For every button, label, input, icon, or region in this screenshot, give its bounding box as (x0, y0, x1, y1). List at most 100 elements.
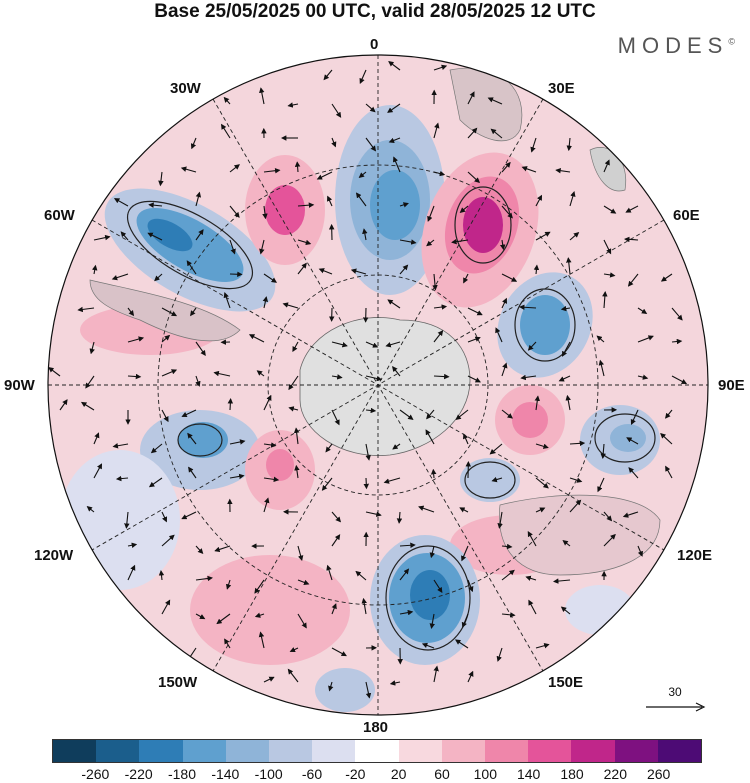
wind-arrow (297, 202, 315, 208)
wind-arrow (637, 374, 649, 380)
wind-arrow (596, 335, 605, 343)
wind-arrow (181, 511, 197, 520)
wind-arrow (558, 375, 571, 382)
wind-arrow (294, 464, 300, 479)
wind-arrow (527, 341, 537, 351)
wind-arrow (399, 568, 410, 581)
wind-arrow (671, 375, 688, 385)
wind-arrow (229, 239, 236, 255)
wind-arrow (534, 395, 541, 411)
wind-arrow (213, 370, 231, 377)
wind-arrow (297, 239, 312, 246)
wind-arrow (600, 443, 606, 459)
wind-arrow (399, 264, 409, 275)
wind-arrow (565, 394, 571, 411)
wind-arrow (161, 307, 178, 317)
wind-arrow (603, 159, 610, 173)
wind-arrow (535, 507, 546, 513)
brand-logo: MODES© (618, 33, 735, 59)
wind-arrow (501, 297, 507, 309)
wind-arrow (418, 505, 435, 513)
wind-arrow (127, 336, 145, 343)
wind-arrow (321, 477, 333, 491)
wind-arrow (195, 229, 204, 241)
wind-arrow (365, 511, 382, 517)
wind-arrow (566, 257, 572, 275)
colorbar-tick-label: 140 (516, 766, 541, 782)
wind-arrow (262, 296, 269, 309)
wind-arrow (161, 334, 171, 343)
wind-arrow (569, 231, 580, 241)
wind-arrow (455, 409, 469, 420)
wind-arrow (660, 273, 673, 282)
wind-arrow (365, 137, 377, 152)
colorbar-tick-label: -140 (211, 766, 240, 782)
wind-arrow (425, 429, 435, 445)
colorbar-tick-label: 180 (560, 766, 584, 782)
wind-arrow (124, 511, 130, 529)
lon-label-60w: 60W (44, 207, 75, 224)
wind-arrow (597, 477, 605, 493)
wind-arrow (433, 330, 444, 343)
wind-arrow (294, 161, 301, 173)
wind-arrow (93, 432, 100, 445)
lon-label-180: 180 (363, 719, 389, 736)
wind-arrow (569, 499, 582, 513)
wind-arrow (535, 231, 551, 241)
colorbar-tick-label: -260 (81, 766, 110, 782)
wind-arrow (383, 477, 401, 484)
wind-arrow (263, 476, 280, 483)
wind-arrow (467, 307, 483, 316)
wind-arrow (501, 205, 513, 219)
wind-arrow (229, 473, 245, 480)
wind-arrow (225, 579, 232, 590)
wind-arrow (113, 198, 129, 207)
colorbar-tick-label: 100 (473, 766, 498, 782)
colorbar-tick-label: 260 (646, 766, 671, 782)
wind-arrow (566, 137, 572, 152)
wind-arrow (331, 647, 347, 657)
wind-arrow (427, 205, 435, 222)
wind-arrow (115, 475, 129, 482)
map-border (47, 54, 709, 716)
wind-arrow (258, 631, 265, 649)
wind-arrow (365, 681, 372, 699)
lon-label-60e: 60E (673, 207, 700, 224)
wind-arrow (603, 272, 616, 278)
wind-arrow (148, 477, 163, 488)
wind-arrow (254, 612, 265, 618)
wind-arrow (195, 191, 202, 207)
wind-arrow (491, 476, 503, 483)
wind-arrow (433, 665, 439, 683)
wind-arrow (598, 359, 605, 377)
wind-arrow (293, 427, 300, 445)
colorbar-swatch (485, 740, 529, 762)
wind-arrow (229, 205, 240, 218)
colorbar-swatch (614, 740, 658, 762)
wind-arrow (489, 443, 503, 455)
wind-arrow (216, 613, 231, 625)
wind-arrow (365, 341, 379, 348)
wind-arrow (263, 273, 278, 283)
wind-arrow (195, 575, 213, 582)
wind-arrow (331, 374, 343, 380)
wind-arrow (331, 603, 337, 615)
wind-arrow (432, 273, 438, 291)
lon-label-90w: 90W (4, 377, 35, 394)
wind-arrow (433, 122, 440, 139)
wind-arrow (195, 375, 201, 387)
wind-arrow (150, 443, 163, 454)
wind-arrow (331, 341, 348, 348)
wind-arrow (289, 647, 299, 653)
wind-arrow (628, 467, 639, 479)
wind-arrow (392, 366, 401, 377)
lon-label-120w: 120W (34, 547, 74, 564)
colorbar-tick-label: -20 (345, 766, 366, 782)
wind-arrow (229, 439, 246, 445)
wind-arrow (147, 232, 163, 241)
wind-arrow (467, 91, 475, 105)
wind-arrow (429, 613, 435, 629)
wind-arrow (292, 341, 299, 353)
colorbar-tick-label: -220 (124, 766, 153, 782)
brand-mark: © (728, 36, 735, 47)
